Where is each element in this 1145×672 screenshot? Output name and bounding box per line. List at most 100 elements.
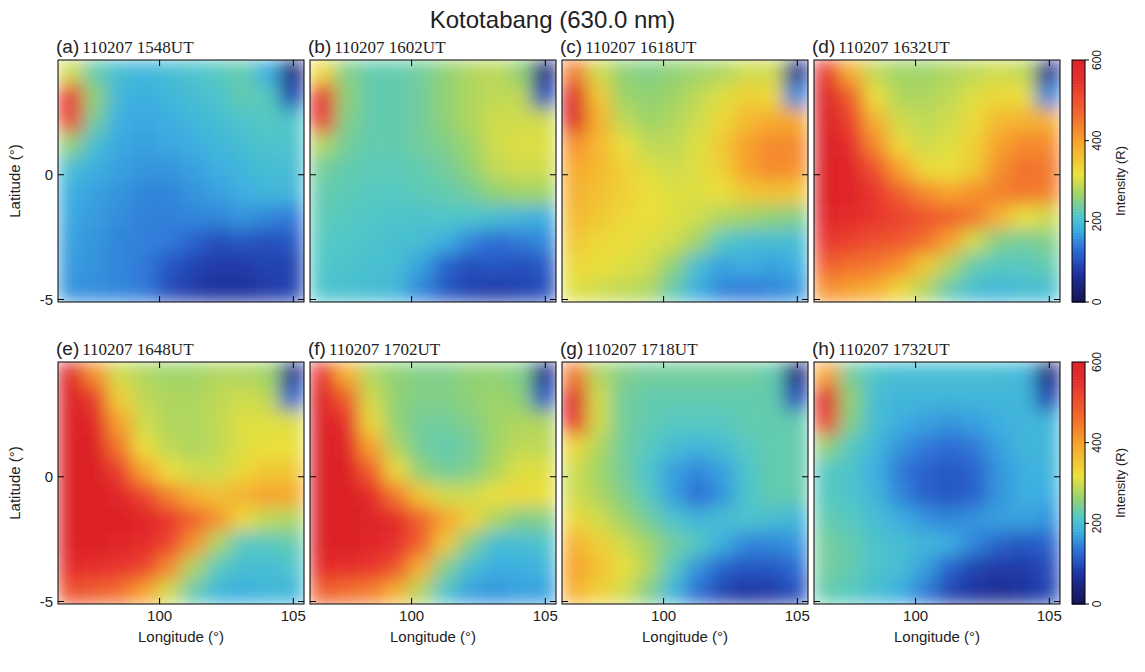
- y-tick: [58, 174, 64, 175]
- cell: [255, 84, 280, 109]
- cell: [636, 254, 661, 279]
- cell: [83, 362, 108, 387]
- cell: [734, 386, 759, 411]
- cell: [156, 60, 181, 85]
- cell: [611, 254, 636, 279]
- cell: [359, 157, 384, 182]
- cell: [384, 84, 409, 109]
- cell: [310, 531, 335, 556]
- cell: [335, 531, 360, 556]
- cell: [83, 435, 108, 460]
- cell: [636, 531, 661, 556]
- cell: [888, 84, 913, 109]
- cell: [433, 507, 458, 532]
- cell: [132, 580, 157, 604]
- cell: [562, 580, 587, 604]
- cell: [433, 278, 458, 302]
- cell: [335, 108, 360, 133]
- cell: [83, 133, 108, 158]
- colorbar-tick: [1085, 140, 1089, 141]
- cell: [83, 483, 108, 508]
- cell: [937, 229, 962, 254]
- cell: [310, 254, 335, 279]
- cell: [839, 181, 864, 206]
- cell: [507, 278, 532, 302]
- cell: [986, 386, 1011, 411]
- cell: [986, 556, 1011, 581]
- cell: [531, 108, 556, 133]
- cell: [458, 580, 483, 604]
- cell: [384, 254, 409, 279]
- cell: [734, 229, 759, 254]
- cell: [912, 181, 937, 206]
- cell: [888, 410, 913, 435]
- cell: [132, 483, 157, 508]
- cell: [912, 483, 937, 508]
- x-tick: [545, 598, 546, 604]
- colorbar-tick: [1085, 604, 1089, 605]
- cell: [783, 435, 808, 460]
- cell: [482, 386, 507, 411]
- cell: [433, 362, 458, 387]
- cell: [863, 556, 888, 581]
- cell: [230, 386, 255, 411]
- cell: [408, 410, 433, 435]
- cell: [734, 133, 759, 158]
- cell: [83, 60, 108, 85]
- cell: [1011, 580, 1036, 604]
- cell: [759, 229, 784, 254]
- cell: [962, 133, 987, 158]
- cell: [408, 254, 433, 279]
- cell: [863, 386, 888, 411]
- cell: [255, 181, 280, 206]
- cell: [83, 580, 108, 604]
- cell: [1011, 60, 1036, 85]
- cell: [986, 483, 1011, 508]
- cell: [636, 556, 661, 581]
- cell: [937, 435, 962, 460]
- cell: [587, 60, 612, 85]
- cell: [710, 84, 735, 109]
- cell: [335, 60, 360, 85]
- cell: [839, 254, 864, 279]
- cell: [206, 84, 231, 109]
- cell: [279, 108, 304, 133]
- cell: [433, 229, 458, 254]
- cell: [482, 108, 507, 133]
- cell: [839, 507, 864, 532]
- cell: [359, 133, 384, 158]
- cell: [335, 254, 360, 279]
- cell: [107, 60, 132, 85]
- cell: [359, 531, 384, 556]
- cell: [156, 531, 181, 556]
- cell: [937, 531, 962, 556]
- cell: [279, 459, 304, 484]
- title: Kototabang (630.0 nm): [430, 6, 676, 33]
- cell: [206, 278, 231, 302]
- cell: [384, 507, 409, 532]
- cell: [986, 507, 1011, 532]
- cell: [888, 229, 913, 254]
- cell: [107, 362, 132, 387]
- cell: [156, 507, 181, 532]
- cell: [132, 556, 157, 581]
- cell: [611, 483, 636, 508]
- cell: [58, 410, 83, 435]
- cell: [458, 386, 483, 411]
- cell: [1011, 435, 1036, 460]
- x-tick-label: 100: [399, 607, 424, 624]
- cell: [531, 410, 556, 435]
- cell: [255, 362, 280, 387]
- cell: [937, 60, 962, 85]
- cell: [1011, 108, 1036, 133]
- cell: [58, 483, 83, 508]
- cell: [310, 507, 335, 532]
- cell: [83, 507, 108, 532]
- cell: [408, 60, 433, 85]
- x-tick: [915, 362, 916, 368]
- cell: [507, 580, 532, 604]
- cell: [408, 531, 433, 556]
- colorbar-tick: [1085, 362, 1089, 363]
- cell: [759, 362, 784, 387]
- cell: [107, 483, 132, 508]
